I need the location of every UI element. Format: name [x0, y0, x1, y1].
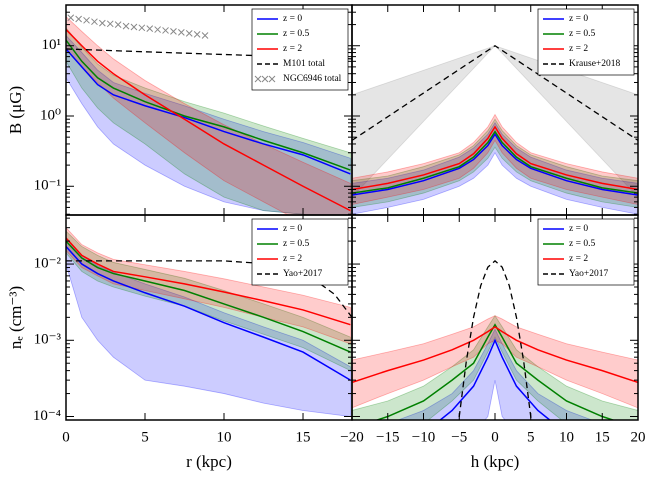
legend: z = 0 z = 0.5 z = 2 M101 total NGC6946 total	[251, 8, 349, 91]
marker	[146, 25, 154, 33]
legend-label: z = 2	[283, 254, 302, 264]
legend-marker	[254, 75, 262, 83]
legend-label: z = 0.5	[569, 29, 595, 39]
line	[66, 237, 351, 326]
marker	[170, 28, 177, 35]
legend-label: NGC6946 total	[283, 74, 342, 84]
marker	[162, 27, 169, 34]
x-tick-label: −15	[376, 429, 399, 445]
legend: z = 0 z = 0.5 z = 2 Krause+2018	[537, 8, 635, 76]
line	[458, 260, 532, 420]
line	[352, 325, 638, 384]
line	[66, 240, 351, 353]
line	[66, 48, 351, 175]
legend-label: Krause+2018	[569, 59, 621, 69]
marker	[138, 24, 146, 32]
plot-area	[352, 260, 638, 420]
legend-label: z = 0	[569, 224, 588, 234]
marker	[177, 29, 185, 36]
y-tick-label: 10¹	[42, 37, 62, 53]
marker	[122, 22, 130, 30]
y-tick-label: 10⁻²	[34, 255, 62, 271]
x-tick-label: 15	[595, 429, 610, 445]
legend-marker	[261, 75, 269, 83]
line	[352, 44, 638, 141]
y-axis-label: nₑ (cm⁻³)	[6, 286, 25, 349]
x-axis-label: h (kpc)	[471, 452, 520, 471]
legend-label: z = 0.5	[569, 239, 595, 249]
legend-label: z = 0	[569, 14, 588, 24]
marker	[201, 32, 209, 39]
legend-label: M101 total	[283, 59, 325, 69]
x-tick-label: −20	[340, 429, 363, 445]
x-tick-label: −10	[412, 429, 435, 445]
y-tick-label: 10⁻³	[34, 332, 62, 348]
line	[352, 130, 638, 194]
x-tick-label: 20	[631, 429, 646, 445]
y-tick-label: 10⁻⁴	[33, 408, 61, 424]
legend-label: z = 0	[283, 14, 302, 24]
marker	[185, 30, 193, 37]
band	[352, 113, 638, 205]
band	[396, 328, 594, 420]
legend-label: z = 2	[283, 44, 302, 54]
x-tick-label: 0	[491, 429, 499, 445]
legend-marker	[268, 75, 276, 83]
x-tick-label: 10	[559, 429, 574, 445]
legend-label: Yao+2017	[283, 269, 322, 279]
x-axis-label: r (kpc)	[186, 452, 232, 471]
legend-label: Yao+2017	[569, 269, 608, 279]
line	[66, 245, 351, 381]
marker	[83, 16, 90, 24]
marker	[114, 21, 122, 28]
marker	[193, 31, 201, 38]
x-tick-label: 10	[217, 429, 232, 445]
line	[439, 338, 551, 420]
marker	[91, 18, 98, 26]
band	[66, 27, 351, 215]
marker	[106, 20, 114, 28]
band	[352, 122, 638, 215]
band	[352, 314, 638, 420]
band	[352, 315, 638, 409]
x-tick-label: −5	[451, 429, 467, 445]
legend-label: z = 0.5	[283, 239, 309, 249]
y-axis-label: B (μG)	[6, 86, 25, 134]
line	[66, 39, 351, 171]
legend-box	[251, 218, 349, 286]
legend-label: z = 0	[283, 224, 302, 234]
band	[352, 118, 638, 208]
line	[352, 132, 638, 196]
plot-area	[352, 44, 638, 215]
x-tick-label: 5	[527, 429, 535, 445]
x-tick-label: 5	[141, 429, 149, 445]
marker	[67, 14, 75, 22]
y-tick-label: 10⁰	[40, 107, 61, 123]
plot-area	[66, 14, 352, 215]
y-tick-label: 10⁻¹	[34, 178, 61, 194]
x-tick-label: 0	[62, 429, 70, 445]
legend-label: z = 2	[569, 254, 588, 264]
marker	[130, 23, 138, 31]
marker	[98, 19, 106, 27]
line	[352, 125, 638, 191]
marker	[154, 26, 161, 33]
legend-label: z = 0.5	[283, 29, 309, 39]
line	[66, 29, 351, 212]
legend: z = 0 z = 0.5 z = 2 Yao+2017	[251, 218, 349, 286]
line	[374, 323, 616, 420]
legend: z = 0 z = 0.5 z = 2 Yao+2017	[537, 218, 635, 286]
legend-label: z = 2	[569, 44, 588, 54]
marker	[75, 15, 82, 23]
x-tick-label: 15	[296, 429, 311, 445]
